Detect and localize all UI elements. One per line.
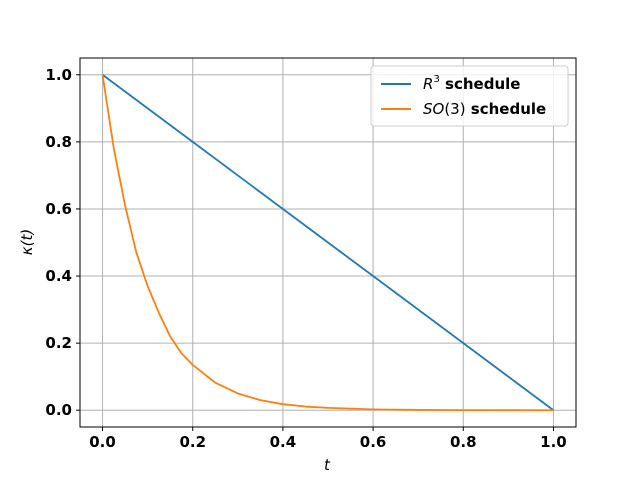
legend-so3-symbol: SO xyxy=(423,100,445,118)
legend-label-so3: SO(3) schedule xyxy=(423,100,546,118)
series-so3-schedule-line xyxy=(101,74,554,412)
y-tick-label: 0.8 xyxy=(45,133,72,151)
legend-label-r3: R3 schedule xyxy=(423,74,520,93)
y-tick-label: 0.6 xyxy=(45,200,72,218)
x-tick-label: 0.6 xyxy=(360,433,387,451)
legend-so3-suffix: schedule xyxy=(466,100,547,118)
legend-r3-suffix: schedule xyxy=(440,75,521,93)
x-axis-label: t xyxy=(324,456,331,474)
legend: R3 schedule SO(3) schedule xyxy=(370,65,569,127)
y-tick-label: 1.0 xyxy=(45,66,72,84)
x-tick-label: 0.2 xyxy=(179,433,206,451)
y-tick-label: 0.4 xyxy=(45,267,72,285)
x-tick-label: 1.0 xyxy=(540,433,567,451)
x-tick-label: 0.0 xyxy=(89,433,116,451)
series-r3-schedule-line xyxy=(102,74,554,411)
y-tick-label: 0.0 xyxy=(45,401,72,419)
plot-frame xyxy=(79,57,577,428)
y-tick-label: 0.2 xyxy=(45,334,72,352)
legend-r3-symbol: R xyxy=(423,75,433,93)
series-layer xyxy=(101,74,554,412)
y-axis-label: κ(t) xyxy=(18,229,36,255)
legend-so3-arg: (3) xyxy=(444,100,465,118)
legend-r3-superscript: 3 xyxy=(433,74,439,85)
x-tick-label: 0.8 xyxy=(450,433,477,451)
x-tick-label: 0.4 xyxy=(270,433,297,451)
axis-ticks: 0.0 0.2 0.4 0.6 0.8 1.0 0.0 0.2 0.4 0.6 0.8 1.0 xyxy=(45,66,566,451)
legend-frame xyxy=(370,65,569,127)
